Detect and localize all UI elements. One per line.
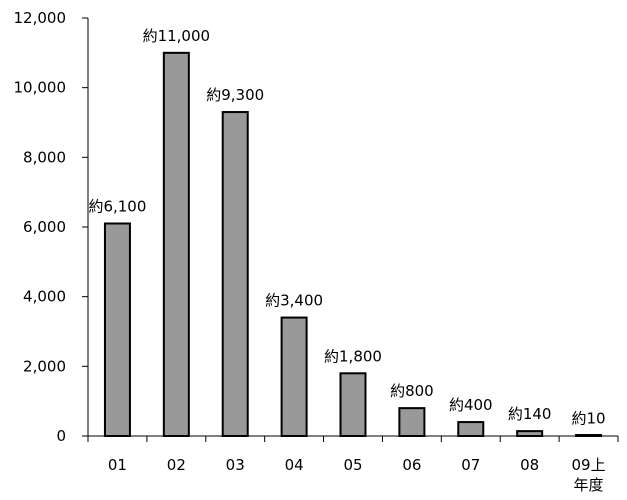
y-tick-label: 0 — [56, 427, 66, 445]
x-tick-label-line: 年度 — [574, 476, 604, 494]
bar — [516, 430, 544, 437]
x-tick-label: 04 — [285, 456, 304, 474]
bar — [103, 222, 131, 437]
bar — [457, 421, 485, 438]
x-tick-label: 03 — [226, 456, 245, 474]
x-tick-label-line: 01 — [108, 456, 127, 474]
x-tick-label-line: 07 — [461, 456, 480, 474]
bar — [280, 316, 308, 438]
x-tick-label: 08 — [520, 456, 539, 474]
data-label: 約140 — [508, 405, 552, 423]
x-tick-label-line: 09上 — [572, 456, 606, 474]
x-tick-label: 07 — [461, 456, 480, 474]
data-label: 約3,400 — [265, 292, 323, 310]
bar — [162, 51, 190, 437]
data-label: 約9,300 — [206, 86, 264, 104]
x-axis: 01 02 03 04 05 06 07 08 09上年度 — [87, 435, 619, 494]
bar — [398, 407, 426, 437]
x-tick-label: 06 — [402, 456, 421, 474]
y-tick-label: 10,000 — [14, 79, 67, 97]
data-label: 約11,000 — [143, 27, 211, 45]
x-tick-label-line: 08 — [520, 456, 539, 474]
bar — [221, 111, 249, 438]
x-tick-label-line: 02 — [167, 456, 186, 474]
x-tick-label-line: 04 — [285, 456, 304, 474]
x-tick-label-line: 05 — [343, 456, 362, 474]
x-tick-label: 01 — [108, 456, 127, 474]
bar — [339, 372, 367, 437]
x-tick-label: 09上年度 — [572, 456, 606, 494]
y-tick-label: 4,000 — [23, 288, 66, 306]
y-tick-label: 8,000 — [23, 148, 66, 166]
y-axis: 0 2,000 4,000 6,000 8,000 10,000 12,000 — [14, 9, 89, 445]
x-tick-label: 02 — [167, 456, 186, 474]
bars — [103, 51, 603, 438]
x-tick-label-line: 06 — [402, 456, 421, 474]
y-tick-label: 2,000 — [23, 357, 66, 375]
x-tick-label-line: 03 — [226, 456, 245, 474]
y-tick-label: 6,000 — [23, 218, 66, 236]
y-tick-label: 12,000 — [14, 9, 67, 27]
bar — [575, 434, 603, 437]
data-label: 約1,800 — [324, 347, 382, 365]
data-label: 約400 — [449, 396, 493, 414]
data-label: 約800 — [390, 382, 434, 400]
data-labels: 約6,100 約11,000 約9,300 約3,400 約1,800 約800 約400 約… — [88, 27, 605, 428]
x-tick-label: 05 — [343, 456, 362, 474]
data-label: 約10 — [572, 410, 606, 428]
data-label: 約6,100 — [88, 198, 146, 216]
